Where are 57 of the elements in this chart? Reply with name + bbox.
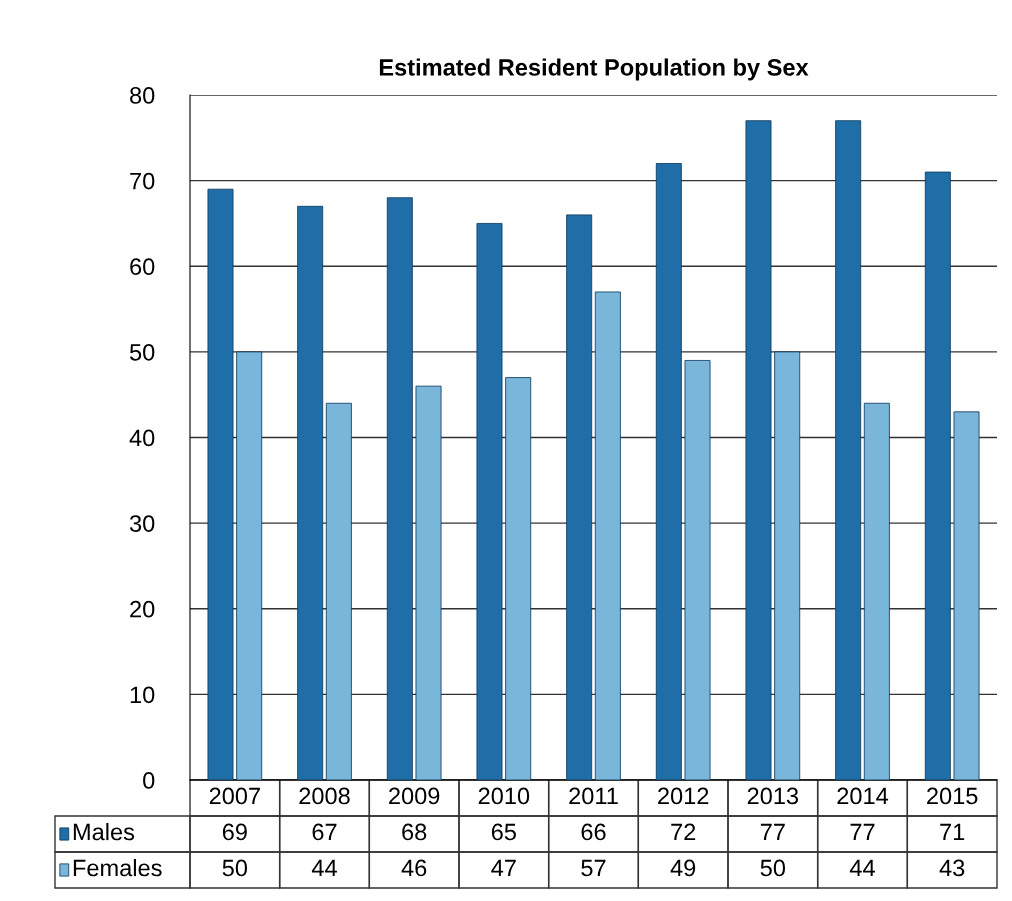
x-tick-label: 2008 <box>299 787 350 805</box>
data-label: 46 <box>401 859 427 877</box>
bar <box>505 377 532 780</box>
y-tick-label: 50 <box>129 343 155 361</box>
data-label: 71 <box>940 823 965 841</box>
y-tick-label: 80 <box>130 87 155 104</box>
bar <box>684 360 711 780</box>
x-tick-label: 2014 <box>837 787 889 805</box>
data-label: 43 <box>939 859 965 877</box>
bar <box>774 351 801 780</box>
data-label: 68 <box>402 823 427 841</box>
data-label: 44 <box>311 859 337 877</box>
x-tick-label: 2015 <box>927 787 978 805</box>
bar <box>835 120 862 780</box>
y-tick-label: 30 <box>129 515 155 532</box>
bar <box>594 291 621 780</box>
data-label: 65 <box>491 823 516 841</box>
y-tick-label: 10 <box>130 686 155 704</box>
legend-label: Females <box>73 858 162 877</box>
data-label: 49 <box>670 859 696 877</box>
data-label: 57 <box>581 859 606 877</box>
bar <box>953 411 980 780</box>
data-label: 47 <box>491 859 516 877</box>
y-tick-label: 0 <box>143 772 155 789</box>
y-tick-label: 70 <box>130 172 155 190</box>
x-tick-label: 2011 <box>569 787 618 805</box>
bar <box>745 120 772 780</box>
x-tick-label: 2007 <box>209 787 260 805</box>
data-label: 66 <box>581 823 606 841</box>
bar <box>924 171 951 780</box>
bar <box>655 163 682 780</box>
data-label: 77 <box>760 823 785 841</box>
x-tick-label: 2010 <box>478 787 530 805</box>
y-tick-label: 60 <box>130 258 155 276</box>
bar <box>236 351 263 780</box>
x-tick-label: 2012 <box>658 787 709 805</box>
bar <box>476 223 503 780</box>
x-tick-label: 2009 <box>389 787 440 805</box>
bar <box>386 197 413 780</box>
legend-label: Males <box>73 822 135 841</box>
x-tick-label: 2013 <box>747 787 799 805</box>
data-label: 69 <box>222 823 247 841</box>
data-label: 50 <box>222 859 248 877</box>
data-label: 67 <box>312 823 337 841</box>
y-tick-label: 20 <box>130 600 155 618</box>
data-label: 44 <box>849 859 875 877</box>
bar <box>863 402 890 780</box>
bar <box>325 402 352 780</box>
data-label: 72 <box>671 823 696 841</box>
bar <box>297 205 324 780</box>
bar <box>207 188 234 780</box>
bar <box>415 385 442 780</box>
data-label: 77 <box>850 823 875 841</box>
chart-title: Estimated Resident Population by Sex <box>379 58 809 81</box>
data-label: 50 <box>760 859 786 877</box>
bar <box>566 214 593 780</box>
y-tick-label: 40 <box>129 429 155 447</box>
